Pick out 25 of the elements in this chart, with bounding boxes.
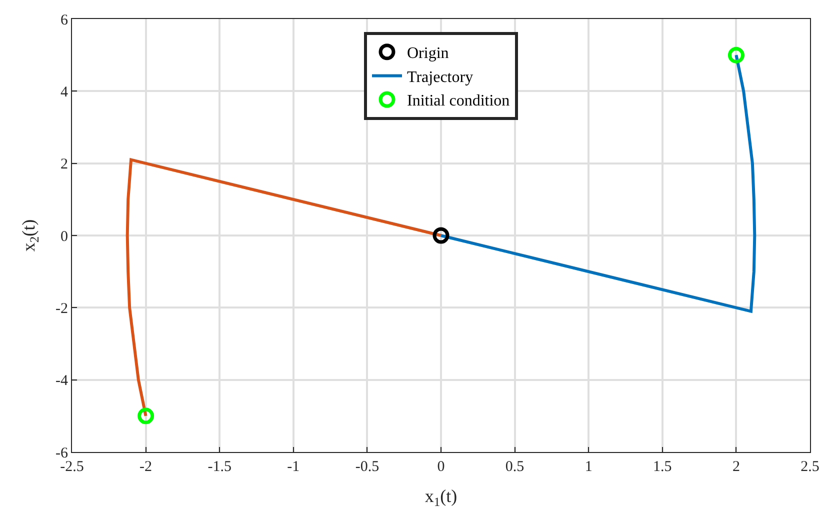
point (138, 408, 154, 424)
x-tick-label: 0 (437, 459, 445, 475)
legend-label: Origin (407, 45, 449, 62)
x-tick-label: 1.5 (653, 459, 672, 475)
x-axis-title: x$_{1}$(t) (424, 486, 458, 509)
x-tick-label: 0.5 (505, 459, 524, 475)
point (432, 227, 450, 244)
legend-label: Trajectory (407, 68, 474, 86)
x-tick-label: -0.5 (355, 459, 380, 475)
y-tick-label: -6 (56, 445, 68, 462)
x-tick-label: -1 (287, 459, 300, 475)
legend-label: Initial condition (407, 92, 510, 110)
x-tick-label: 2.5 (800, 459, 820, 475)
x-tick-label: 2 (732, 459, 740, 475)
y-tick-label: 0 (60, 228, 68, 245)
y-tick-label: 2 (60, 156, 68, 173)
x-tick-label: 1 (584, 459, 592, 475)
y-tick-label: 4 (60, 84, 68, 100)
x-tick-label: -2 (140, 459, 152, 475)
x-tick-label: -2.5 (60, 459, 84, 475)
y-tick-label: 6 (60, 12, 68, 28)
x-tick-label: -1.5 (208, 459, 232, 475)
y-tick-label: -2 (56, 300, 68, 317)
y-tick-label: -4 (56, 373, 68, 390)
point (728, 46, 744, 64)
